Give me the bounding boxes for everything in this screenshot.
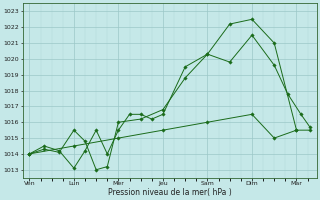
X-axis label: Pression niveau de la mer( hPa ): Pression niveau de la mer( hPa ) [108,188,231,197]
